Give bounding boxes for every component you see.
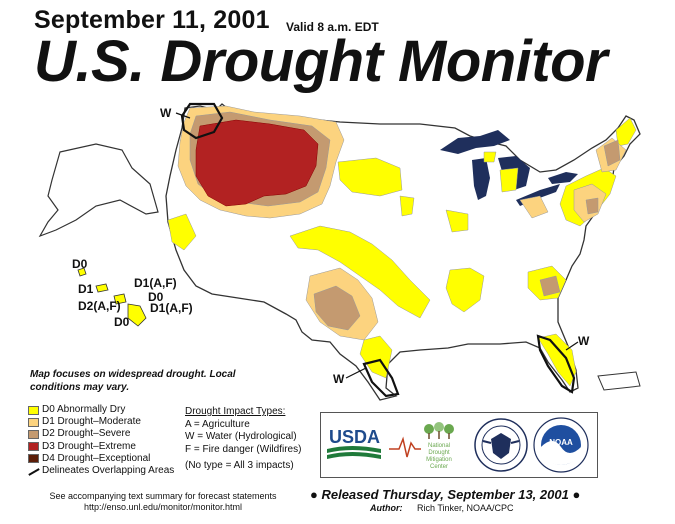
usda-text: USDA	[329, 427, 380, 447]
hawaii-label-d0-mid: D0	[148, 290, 164, 304]
hawaii-label-d1-af-bottom: D1(A,F)	[150, 301, 193, 315]
pointer-lines	[175, 112, 579, 379]
legend-label-d4: D4 Drought–Exceptional	[42, 452, 151, 464]
legend-label-d0: D0 Abnormally Dry	[42, 404, 126, 415]
legend-item-d3: D3 Drought–Extreme	[28, 441, 174, 453]
legend-swatch-d0	[28, 405, 39, 415]
ndmc-line2: Drought	[428, 450, 450, 456]
legend-item-d4: D4 Drought–Exceptional	[28, 453, 174, 465]
puerto-rico	[597, 371, 641, 391]
author-name: Rich Tinker, NOAA/CPC	[417, 503, 514, 513]
overlap-lines	[180, 102, 576, 398]
ndmc-logo: National Drought Mitigation Center	[389, 422, 454, 470]
noaa-text: NOAA	[549, 438, 573, 447]
legend-label-d3: D3 Drought–Extreme	[42, 440, 136, 452]
legend-item-d2: D2 Drought–Severe	[28, 428, 174, 440]
usda-logo: USDA	[327, 427, 381, 459]
lake-michigan	[472, 158, 490, 200]
label-w-florida: W	[578, 334, 590, 348]
legend-label-d2: D2 Drought–Severe	[42, 428, 131, 440]
noaa-logo: NOAA	[533, 417, 589, 473]
ndmc-line4: Center	[430, 464, 448, 470]
map-date: September 11, 2001	[34, 6, 270, 34]
impact-none: (No type = All 3 impacts)	[185, 460, 294, 471]
release-text: Released Thursday, September 13, 2001	[321, 487, 569, 502]
accompanying-text: See accompanying text summary for foreca…	[28, 491, 298, 513]
lake-ontario	[548, 172, 578, 184]
hawaii-label-d1-af-top: D1(A,F)	[134, 276, 177, 290]
agency-logos: USDA National Drought Mitigation Center	[320, 412, 598, 478]
legend-label-d1: D1 Drought–Moderate	[42, 416, 141, 428]
accompanying-url: http://enso.unl.edu/monitor/monitor.html	[83, 502, 243, 512]
release-date: ● Released Thursday, September 13, 2001 …	[310, 487, 581, 502]
hawaii-label-d2-af: D2(A,F)	[78, 299, 121, 313]
map-note: Map focuses on widespread drought. Local…	[30, 369, 236, 393]
legend-item-d1: D1 Drought–Moderate	[28, 416, 174, 428]
impact-heading: Drought Impact Types:	[185, 406, 286, 417]
legend-swatch-d4	[28, 454, 39, 464]
lake-superior	[440, 130, 510, 154]
legend-item-d0: D0 Abnormally Dry	[28, 404, 174, 416]
valid-time: Valid 8 a.m. EDT	[286, 20, 379, 34]
legend: D0 Abnormally Dry D1 Drought–Moderate D2…	[28, 404, 174, 477]
page-title: U.S. Drought Monitor	[34, 29, 608, 94]
legend-swatch-d2	[28, 429, 39, 439]
commerce-seal	[474, 418, 528, 472]
ndmc-line3: Mitigation	[426, 457, 452, 463]
hawaii-label-d0-bottom: D0	[114, 315, 130, 329]
impact-agriculture: A = Agriculture	[185, 418, 250, 430]
hawaii-label-d1: D1	[78, 282, 94, 296]
alaska-outline	[38, 143, 159, 238]
d3-areas	[195, 119, 319, 207]
hawaii-label-d0-top: D0	[72, 257, 88, 271]
impact-types: Drought Impact Types: A = Agriculture W …	[185, 406, 301, 473]
label-w-northwest: W	[160, 106, 172, 120]
overlap-line-icon	[28, 467, 39, 476]
logos-svg: USDA National Drought Mitigation Center	[327, 417, 589, 473]
legend-swatch-d1	[28, 417, 39, 427]
ndmc-line1: National	[428, 443, 450, 449]
label-w-texas: W	[333, 372, 345, 386]
hawaii-islands	[77, 267, 147, 327]
legend-swatch-d3	[28, 442, 39, 452]
accompanying-line1: See accompanying text summary for foreca…	[49, 491, 277, 501]
d0-areas	[167, 117, 637, 387]
legend-label-overlap: Delineates Overlapping Areas	[42, 464, 175, 476]
impact-fire: F = Fire danger (Wildfires)	[185, 443, 302, 455]
legend-item-overlap: Delineates Overlapping Areas	[28, 465, 174, 477]
impact-water: W = Water (Hydrological)	[185, 431, 297, 442]
author: Author: Rich Tinker, NOAA/CPC	[370, 503, 514, 513]
author-label: Author:	[370, 503, 403, 513]
